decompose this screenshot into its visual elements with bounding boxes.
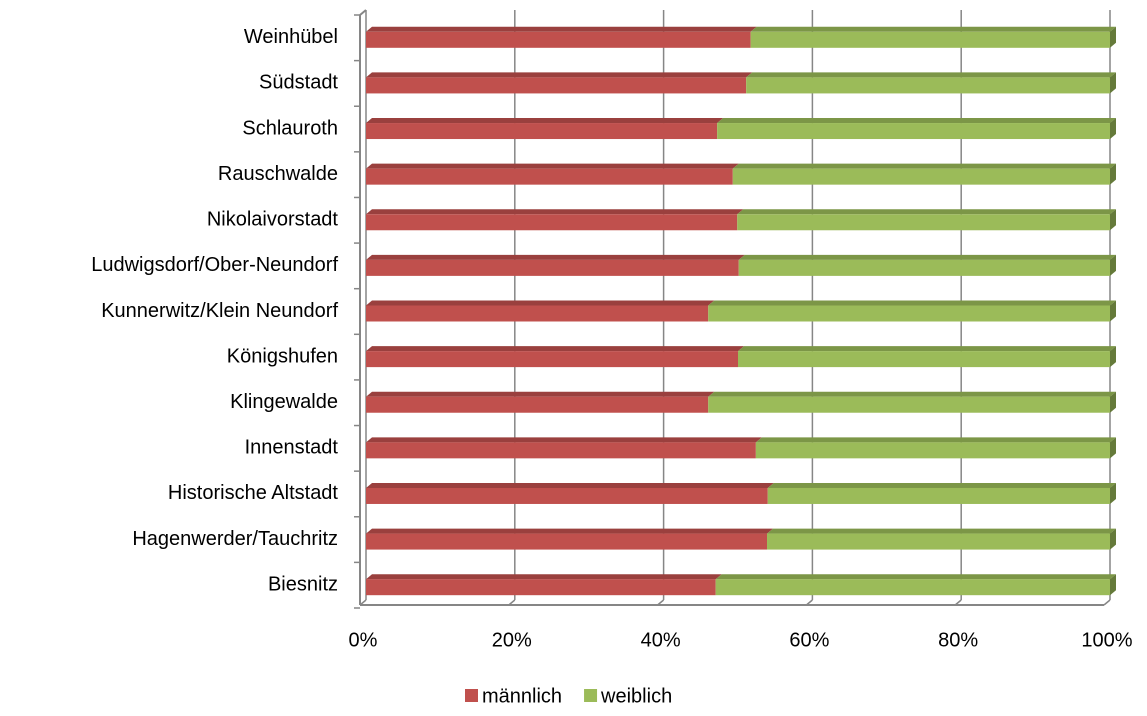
bar [366,396,709,413]
bar [366,487,768,504]
bar [366,259,739,276]
bar-side [1110,72,1116,94]
grid-line-depth [657,599,665,606]
bar [767,487,1110,504]
y-tick-label: Klingewalde [230,391,338,413]
bar-side [1110,346,1116,368]
x-tick-label: 20% [492,629,532,651]
y-tick-label: Südstadt [259,72,338,94]
bar-top [366,528,774,534]
bar-side [1110,528,1116,550]
y-tick-label: Kunnerwitz/Klein Neundorf [101,300,338,322]
bar-top [366,437,762,443]
bar-side [1110,574,1116,596]
y-tick-label: Ludwigsdorf/Ober-Neundorf [91,254,338,276]
y-tick-label: Rauschwalde [218,163,338,185]
bar [366,351,738,368]
bar-top [366,209,744,215]
legend-swatch [465,689,478,702]
bar [366,77,747,94]
legend: männlich weiblich [465,685,672,707]
bar-top [366,72,753,78]
bar-side [1110,26,1116,48]
bar-top [737,209,1116,215]
bar-top [708,300,1116,306]
bar-side [1110,391,1116,413]
bar-side [1110,209,1116,231]
bar-top [366,300,715,306]
bars [366,26,1116,596]
bar-top [717,118,1116,124]
bar [767,533,1110,550]
y-tick-label: Weinhübel [244,26,338,48]
grid-line-depth [1103,599,1111,606]
bar-top [755,437,1116,443]
bar [366,305,709,322]
bar-top [366,391,715,397]
bar-side [1110,254,1116,276]
bar [738,351,1110,368]
y-axis-depth [359,9,367,16]
bar [366,31,751,48]
bar-top [738,254,1116,260]
grid-line-depth [805,599,813,606]
bar-side [1110,118,1116,140]
bar-side [1110,300,1116,322]
bar-top [366,118,724,124]
x-tick-label: 40% [641,629,681,651]
legend-label: männlich [482,685,562,707]
bar [708,396,1110,413]
bar-top [750,26,1116,32]
bar [366,123,718,140]
y-tick-label: Hagenwerder/Tauchritz [132,528,338,550]
y-tick-label: Historische Altstadt [168,482,339,504]
bar [732,168,1110,185]
bar-top [738,346,1116,352]
legend-swatch [584,689,598,702]
bar-top [366,574,722,580]
bar [366,214,738,231]
bar [738,259,1110,276]
grid-line-depth [359,599,367,606]
x-tick-label: 80% [938,629,978,651]
bar-side [1110,482,1116,504]
x-tick-label: 0% [349,629,378,651]
bar [715,579,1110,596]
bar-top [366,254,745,260]
y-tick-label: Schlauroth [242,117,338,139]
bar [717,123,1110,140]
legend-label: weiblich [600,685,672,707]
bar-top [366,346,744,352]
bar [366,533,768,550]
bar [737,214,1110,231]
bar-top [366,482,774,488]
bar [366,442,756,459]
bar-side [1110,163,1116,185]
y-tick-label: Innenstadt [245,437,339,459]
bar [708,305,1110,322]
bar-top [767,528,1116,534]
bar-top [767,482,1116,488]
bar-top [708,391,1116,397]
bar-top [366,163,739,169]
y-tick-label: Königshufen [227,345,338,367]
labels: 0% 20% 40% 60% 80% 100% Weinhübel Südstadt Schla… [91,26,1133,651]
bar-top [366,26,757,32]
grid-line-depth [508,599,516,606]
bar-top [732,163,1116,169]
y-tick-label: Nikolaivorstadt [207,209,339,231]
bar-top [746,72,1116,78]
bar [755,442,1110,459]
bar [366,579,716,596]
bar-top [715,574,1116,580]
bar-side [1110,437,1116,459]
x-tick-label: 60% [789,629,829,651]
x-tick-label: 100% [1081,629,1132,651]
grid-line-depth [954,599,962,606]
bar [750,31,1110,48]
y-tick-label: Biesnitz [268,573,338,595]
bar [746,77,1110,94]
bar [366,168,733,185]
